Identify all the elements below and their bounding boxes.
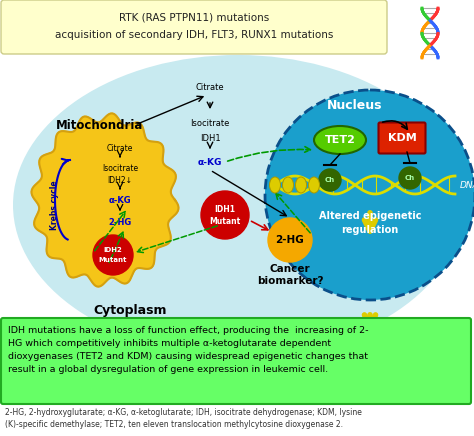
Text: Mutant: Mutant bbox=[99, 257, 127, 263]
Circle shape bbox=[268, 218, 312, 262]
Ellipse shape bbox=[283, 177, 293, 193]
Text: IDH1: IDH1 bbox=[215, 204, 236, 214]
FancyBboxPatch shape bbox=[379, 123, 426, 153]
Text: Isocitrate: Isocitrate bbox=[102, 164, 138, 173]
Text: IDH2↓: IDH2↓ bbox=[108, 176, 133, 184]
Text: acquisition of secondary IDH, FLT3, RUNX1 mutations: acquisition of secondary IDH, FLT3, RUNX… bbox=[55, 30, 333, 40]
Text: Mutant: Mutant bbox=[210, 217, 241, 225]
Text: IDH2: IDH2 bbox=[104, 247, 122, 253]
Text: TET2: TET2 bbox=[325, 135, 356, 145]
Polygon shape bbox=[31, 113, 179, 286]
Text: KDM: KDM bbox=[388, 133, 416, 143]
Text: 2-HG, 2-hydroxyglutarate; α-KG, α-ketoglutarate; IDH, isocitrate dehydrogenase; : 2-HG, 2-hydroxyglutarate; α-KG, α-ketogl… bbox=[5, 408, 362, 429]
Circle shape bbox=[319, 169, 341, 191]
Text: IDH1: IDH1 bbox=[200, 133, 220, 143]
Text: Mitochondria: Mitochondria bbox=[56, 119, 144, 132]
Ellipse shape bbox=[270, 177, 281, 193]
Circle shape bbox=[399, 167, 421, 189]
Text: Altered epigenetic
regulation: Altered epigenetic regulation bbox=[319, 211, 421, 235]
Ellipse shape bbox=[13, 55, 463, 355]
FancyBboxPatch shape bbox=[1, 318, 471, 404]
Text: 2-HG: 2-HG bbox=[109, 218, 132, 226]
Text: Citrate: Citrate bbox=[107, 143, 133, 153]
Ellipse shape bbox=[295, 177, 307, 193]
Text: α-KG: α-KG bbox=[198, 157, 222, 167]
Text: DNA: DNA bbox=[460, 181, 474, 190]
Text: RTK (RAS PTPN11) mutations: RTK (RAS PTPN11) mutations bbox=[119, 13, 269, 23]
Text: Krebs cycle: Krebs cycle bbox=[51, 180, 60, 230]
FancyBboxPatch shape bbox=[1, 0, 387, 54]
Text: Isocitrate: Isocitrate bbox=[191, 119, 230, 127]
Text: Nucleus: Nucleus bbox=[327, 99, 383, 112]
Text: Cancer
biomarker?: Cancer biomarker? bbox=[257, 264, 323, 286]
Text: α-KG: α-KG bbox=[109, 195, 131, 204]
Text: Ch: Ch bbox=[325, 177, 335, 183]
Text: 2-HG: 2-HG bbox=[275, 235, 304, 245]
Circle shape bbox=[265, 90, 474, 300]
Ellipse shape bbox=[314, 126, 366, 154]
Text: Citrate: Citrate bbox=[196, 84, 224, 92]
Text: Ch: Ch bbox=[405, 175, 415, 181]
Ellipse shape bbox=[309, 177, 319, 193]
Circle shape bbox=[201, 191, 249, 239]
Text: Cytoplasm: Cytoplasm bbox=[93, 303, 167, 317]
Text: Altered
differentiation and
tumorigenesis: Altered differentiation and tumorigenesi… bbox=[328, 336, 412, 368]
Circle shape bbox=[93, 235, 133, 275]
Text: IDH mutations have a loss of function effect, producing the  increasing of 2-
HG: IDH mutations have a loss of function ef… bbox=[8, 326, 368, 374]
